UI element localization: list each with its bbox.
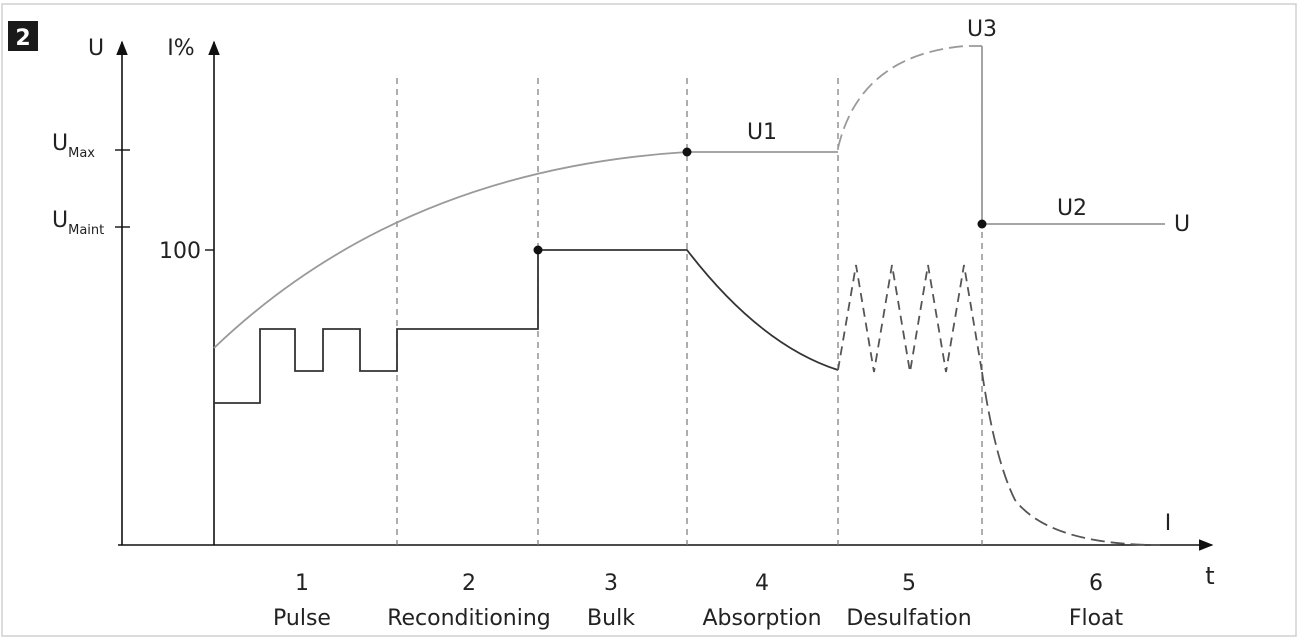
frame-border [1, 3, 1297, 637]
dot-u1-start [682, 147, 692, 157]
stage-2-number: 2 [462, 571, 476, 596]
stage-4-number: 4 [755, 571, 769, 596]
u3-label: U3 [967, 17, 997, 42]
i-end-label: I [1165, 511, 1172, 536]
i-axis-label: I% [167, 36, 194, 61]
tick-100-label: 100 [159, 239, 201, 264]
stage-3-number: 3 [604, 571, 618, 596]
u-end-label: U [1174, 212, 1190, 237]
figure-badge: 2 [8, 21, 38, 51]
u1-label: U1 [747, 120, 777, 145]
stage-5-name: Desulfation [846, 606, 971, 631]
stage-4-name: Absorption [702, 606, 821, 631]
float-current-decay [981, 371, 1161, 546]
stage-labels: 1 Pulse 2 Reconditioning 3 Bulk 4 Absorp… [273, 571, 1124, 631]
figure-badge-number: 2 [15, 26, 30, 51]
desulfation-curve [837, 264, 983, 373]
stage-3-name: Bulk [587, 606, 635, 631]
u-maint-label: UMaint [52, 208, 104, 238]
stage-1-name: Pulse [273, 606, 331, 631]
stage-boundaries [396, 78, 983, 545]
u-max-label: UMax [52, 131, 95, 161]
u-axis-label: U [88, 36, 104, 61]
stage-5-number: 5 [902, 571, 916, 596]
stage-1-number: 1 [295, 571, 309, 596]
u2-label: U2 [1057, 196, 1087, 221]
stage-2-name: Reconditioning [387, 606, 551, 631]
voltage-curve-u1 [213, 151, 838, 349]
current-curve [214, 249, 839, 404]
stage-6-name: Float [1069, 606, 1124, 631]
dot-u2-start [977, 219, 987, 229]
voltage-curve-u3 [837, 45, 982, 149]
t-axis-label: t [1205, 562, 1214, 590]
dot-bulk-start [533, 245, 543, 255]
stage-6-number: 6 [1089, 571, 1103, 596]
